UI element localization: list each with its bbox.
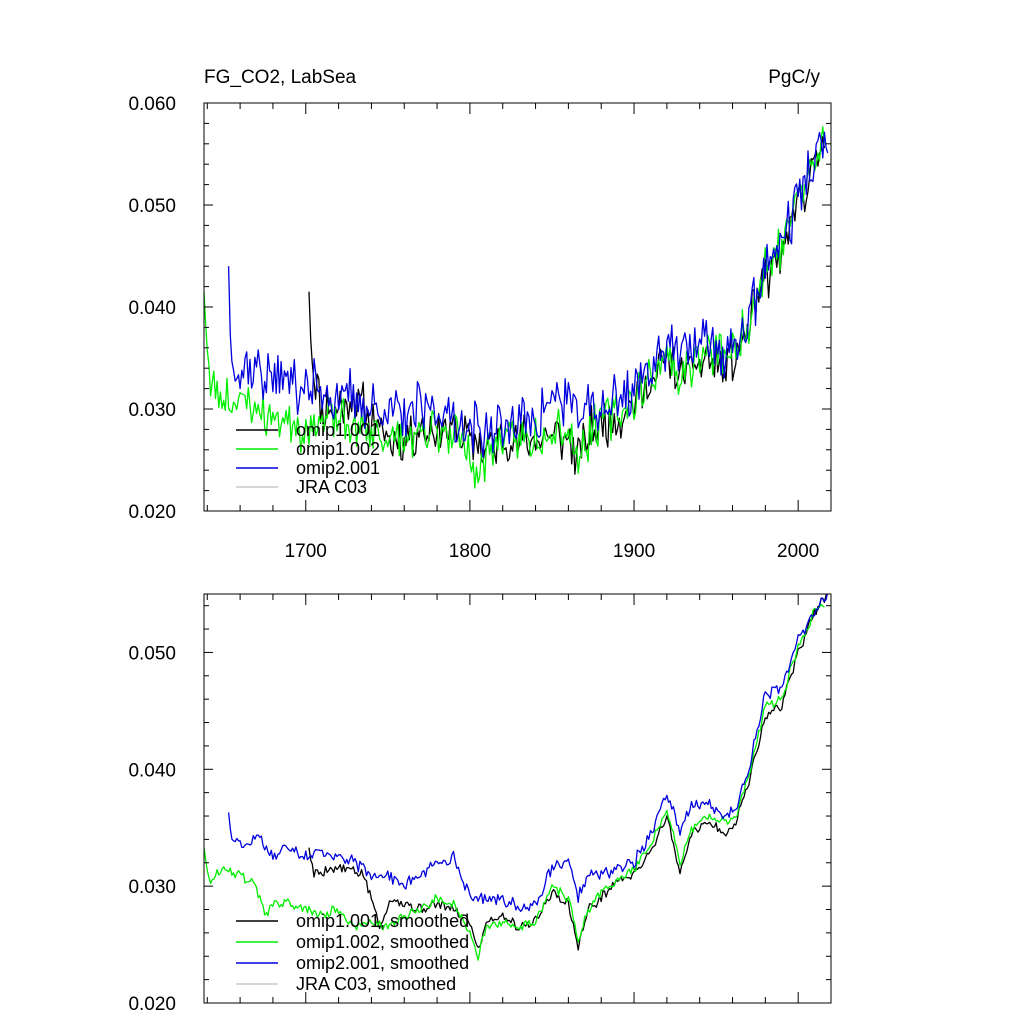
y-tick-label: 0.060	[128, 94, 176, 115]
y-tick-label: 0.030	[128, 400, 176, 421]
legend-label-omip2-001-smoothed: omip2.001, smoothed	[296, 953, 469, 973]
legend-label-omip1-001: omip1.001	[296, 420, 380, 440]
y-tick-label: 0.040	[128, 760, 176, 781]
top-plot-frame	[203, 102, 832, 512]
units-label: PgC/y	[768, 67, 820, 88]
series-line-omip2-001-smoothed	[227, 594, 828, 912]
x-tick-label: 1800	[449, 541, 491, 562]
y-tick-label: 0.030	[128, 877, 176, 898]
bottom-plot-frame	[203, 593, 832, 1004]
legend-label-omip1-002-smoothed: omip1.002, smoothed	[296, 932, 469, 952]
legend-label-jra-c03: JRA C03	[296, 477, 367, 497]
legend-label-omip2-001: omip2.001	[296, 458, 380, 478]
y-tick-label: 0.040	[128, 298, 176, 319]
series-line-omip1-001-smoothed	[308, 594, 829, 951]
y-tick-label: 0.020	[128, 502, 176, 523]
top-axes: 0.020 0.030 0.040 0.050 0.060 1700 1800 1900 200…	[128, 94, 832, 562]
y-tick-label: 0.020	[128, 994, 176, 1015]
legend-label-omip1-001-smoothed: omip1.001, smoothed	[296, 911, 469, 931]
x-tick-label: 1900	[613, 541, 655, 562]
series-line-omip2-001	[227, 131, 829, 458]
y-tick-label: 0.050	[128, 196, 176, 217]
top-panel: FG_CO2, LabSea PgC/y omip1.001omip1.002o…	[128, 67, 832, 562]
bottom-plot-lines	[204, 594, 829, 961]
y-tick-label: 0.050	[128, 643, 176, 664]
top-plot-lines	[204, 126, 829, 489]
series-line-omip1-002	[204, 126, 826, 489]
x-tick-label: 2000	[777, 541, 819, 562]
legend-label-omip1-002: omip1.002	[296, 439, 380, 459]
series-line-omip1-002-smoothed	[204, 603, 825, 961]
x-tick-label: 1700	[285, 541, 327, 562]
legend-label-jra-c03-smoothed: JRA C03, smoothed	[296, 974, 456, 994]
series-line-omip1-001	[308, 135, 826, 475]
chart-title: FG_CO2, LabSea	[204, 67, 357, 88]
